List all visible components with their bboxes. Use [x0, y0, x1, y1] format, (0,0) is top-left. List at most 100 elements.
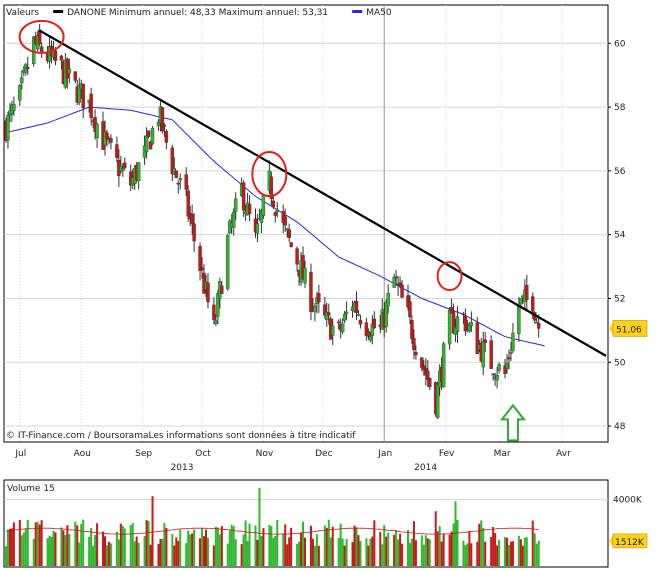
volume-bar: [509, 541, 512, 566]
volume-bar: [76, 525, 79, 566]
candle-down: [372, 318, 377, 329]
volume-bar: [406, 530, 409, 566]
volume-bar: [490, 537, 493, 566]
candle-down: [269, 176, 274, 199]
volume-bar: [359, 541, 362, 566]
volume-bar: [436, 531, 439, 566]
x-month-label: Nov: [256, 449, 274, 459]
volume-bar: [187, 530, 190, 566]
candle-up: [275, 209, 279, 212]
candle-down: [412, 337, 416, 350]
candle-down: [148, 141, 153, 150]
candle-down: [394, 276, 398, 279]
volume-bar: [270, 526, 273, 566]
up-arrow-icon: [499, 403, 527, 442]
candle-down: [220, 285, 224, 294]
volume-bar: [329, 537, 332, 566]
volume-bar: [117, 539, 120, 566]
volume-bar: [12, 522, 15, 566]
volume-bar: [173, 545, 176, 566]
candle-down: [400, 284, 404, 298]
volume-bar: [468, 531, 471, 566]
candle-down: [410, 320, 414, 340]
volume-bar: [258, 487, 261, 566]
candle-up: [509, 352, 513, 354]
candle-up: [497, 364, 501, 371]
volume-bar: [434, 511, 437, 566]
volume-ma-line: [5, 527, 539, 535]
volume-bar: [313, 545, 316, 566]
candle-up: [356, 314, 361, 316]
volume-bar: [109, 543, 112, 566]
y-tick-label: 48: [614, 422, 626, 432]
candle-down: [37, 29, 42, 45]
candle-down: [198, 246, 202, 271]
candle-down: [327, 312, 331, 316]
volume-bar: [102, 531, 105, 566]
candle-down: [59, 55, 64, 61]
volume-bar: [189, 534, 192, 566]
candle-up: [150, 128, 155, 144]
volume-bar: [533, 533, 536, 566]
candle-down: [146, 130, 151, 137]
volume-bar: [22, 532, 25, 566]
x-month-label: Sep: [135, 449, 152, 459]
annotations-layer: [18, 19, 607, 442]
volume-bar: [143, 536, 146, 566]
volume-bar: [137, 542, 140, 566]
volume-bar: [262, 528, 265, 566]
y-tick-label: 56: [614, 167, 626, 177]
volume-bar: [151, 496, 154, 566]
candle-down: [186, 190, 190, 217]
volume-tick-label: 4000K: [613, 496, 643, 506]
candle-down: [53, 50, 58, 62]
volume-bar: [387, 532, 390, 566]
candle-down: [174, 170, 178, 179]
volume-bar: [397, 539, 400, 566]
candle-down: [123, 162, 127, 168]
volume-bar: [256, 539, 259, 566]
volume-bar: [80, 524, 83, 566]
volume-bar: [185, 543, 188, 566]
volume-bar: [494, 533, 497, 566]
trendline: [39, 29, 607, 357]
candle-up: [226, 235, 230, 289]
volume-bar: [149, 544, 152, 566]
legend: Valeurs DANONE Minimum annuel: 48,33 Maxim…: [6, 8, 392, 18]
volume-bar: [203, 536, 206, 566]
candle-up: [344, 311, 349, 314]
volume-bar: [315, 534, 318, 566]
volume-bar: [476, 541, 479, 566]
volume-bar: [535, 543, 538, 566]
candle-down: [164, 131, 169, 143]
volume-bar: [157, 543, 160, 566]
y-tick-label: 52: [614, 294, 625, 304]
volume-bar: [309, 525, 312, 566]
candle-down: [354, 300, 359, 314]
volume-bar: [369, 538, 372, 566]
candle-down: [358, 319, 363, 325]
volume-bar: [40, 520, 43, 566]
volume-bar: [507, 544, 510, 566]
volume-bar: [20, 535, 23, 566]
volume-bar: [228, 530, 231, 566]
price-grid: [4, 42, 608, 427]
volume-bar: [230, 524, 233, 566]
x-month-label: Oct: [195, 449, 211, 459]
volume-bar: [496, 545, 499, 566]
candle-down: [81, 83, 85, 109]
volume-bar: [50, 536, 53, 566]
candle-down: [287, 229, 291, 238]
volume-bar: [206, 537, 209, 566]
candle-up: [18, 85, 22, 101]
volume-bar: [36, 521, 39, 566]
volume-bar: [214, 526, 217, 566]
volume-bar: [357, 535, 360, 566]
volume-bar: [323, 525, 326, 566]
volume-bar: [191, 533, 194, 566]
volume-bar: [339, 523, 342, 566]
volume-bar: [165, 527, 168, 566]
volume-bar: [345, 539, 348, 566]
volume-bar: [268, 524, 271, 566]
candle-up: [144, 135, 149, 152]
